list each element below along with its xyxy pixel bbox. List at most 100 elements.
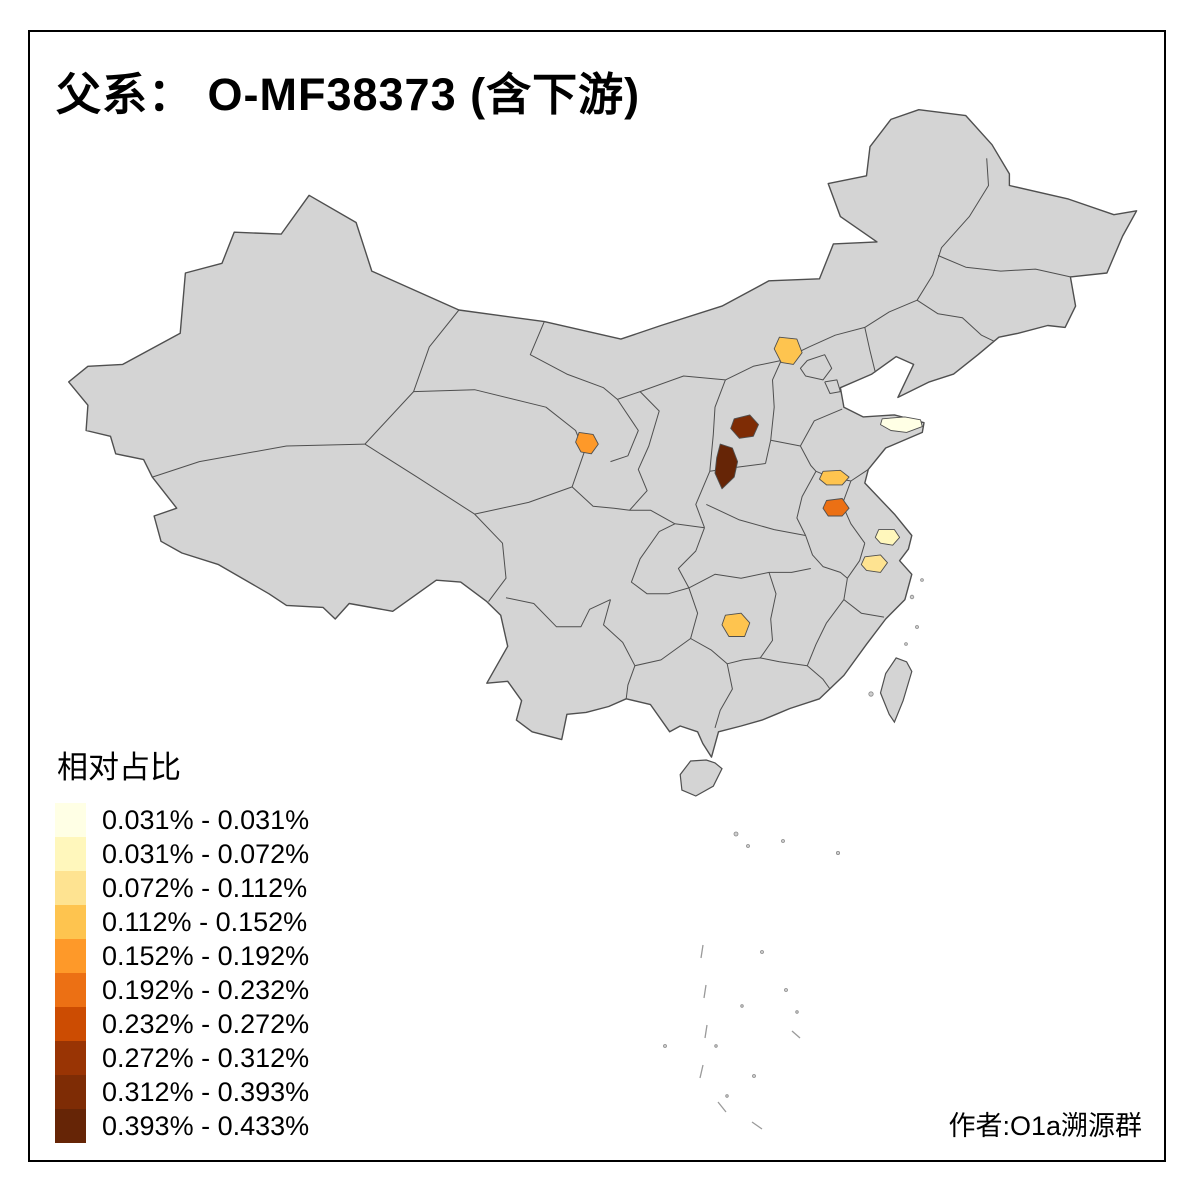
legend-item: 0.031% - 0.031% — [55, 803, 309, 837]
legend-label: 0.272% - 0.312% — [102, 1042, 310, 1073]
island-mark — [909, 594, 915, 600]
legend-label: 0.152% - 0.192% — [102, 940, 310, 971]
legend-item: 0.192% - 0.232% — [55, 973, 309, 1007]
legend-label: 0.031% - 0.072% — [102, 838, 310, 869]
legend-swatch — [55, 837, 86, 871]
legend-item: 0.272% - 0.312% — [55, 1041, 309, 1075]
island-mark — [752, 1074, 756, 1078]
region-south-jiangsu — [874, 529, 901, 546]
province-border — [765, 360, 782, 464]
province-border — [864, 327, 876, 373]
island-dash — [699, 1064, 704, 1079]
province-border — [843, 599, 885, 618]
legend-rows: 0.031% - 0.031% 0.031% - 0.072% 0.072% - 0… — [55, 803, 309, 1143]
island-mark — [904, 642, 908, 646]
island-mark — [725, 1094, 729, 1098]
legend-title: 相对占比 — [57, 750, 181, 785]
legend-swatch — [55, 1007, 86, 1041]
island-mark — [784, 988, 788, 992]
legend-swatch — [55, 1075, 86, 1109]
legend-label: 0.112% - 0.152% — [102, 906, 308, 937]
province-border — [364, 309, 460, 445]
region-north-hebei — [773, 336, 803, 365]
island-mark — [795, 1010, 799, 1014]
legend-label: 0.192% - 0.232% — [102, 974, 310, 1005]
island-mark — [733, 831, 739, 837]
province-border — [695, 471, 711, 528]
province-border — [796, 471, 817, 536]
figure-title: 父系： O-MF38373 (含下游) — [56, 69, 641, 120]
province-border — [846, 543, 866, 579]
province-border — [824, 379, 841, 394]
province-border — [630, 523, 690, 595]
province-border — [916, 299, 994, 342]
province-border — [937, 255, 1071, 278]
province-border — [690, 638, 808, 667]
island-mark — [740, 1004, 744, 1008]
island-mark — [915, 625, 919, 629]
province-border — [634, 638, 691, 667]
province-border — [413, 389, 585, 488]
island-dash — [700, 944, 704, 959]
province-border — [152, 443, 365, 478]
province-border — [625, 665, 636, 699]
figure-border — [28, 30, 1166, 1162]
island-mark — [836, 851, 841, 856]
province-border — [806, 665, 831, 690]
legend-item: 0.152% - 0.192% — [55, 939, 309, 973]
province-border — [799, 354, 833, 381]
legend-swatch — [55, 1109, 86, 1143]
legend-label: 0.312% - 0.393% — [102, 1076, 310, 1107]
region-central-hunan — [721, 612, 751, 637]
legend-item: 0.393% - 0.433% — [55, 1109, 309, 1143]
author-credit: 作者:O1a溯源群 — [948, 1111, 1142, 1141]
province-border — [759, 572, 777, 659]
taiwan-island — [879, 657, 913, 724]
province-border — [688, 568, 811, 589]
island-mark — [663, 1044, 667, 1048]
legend-item: 0.031% - 0.072% — [55, 837, 309, 871]
province-border — [474, 486, 573, 515]
legend-label: 0.232% - 0.272% — [102, 1008, 310, 1039]
island-mark — [920, 578, 924, 582]
province-border — [364, 443, 475, 515]
region-north-zhejiang — [860, 554, 888, 573]
island-dash — [717, 1101, 727, 1113]
legend-item: 0.312% - 0.393% — [55, 1075, 309, 1109]
legend-swatch — [55, 905, 86, 939]
region-central-gansu — [575, 431, 599, 455]
province-border — [805, 535, 848, 579]
legend-swatch — [55, 973, 86, 1007]
legend-swatch — [55, 1041, 86, 1075]
province-border — [799, 445, 817, 472]
region-north-anhui — [822, 498, 850, 517]
island-mark — [714, 1044, 718, 1048]
region-central-shanxi — [730, 414, 759, 439]
region-northwest-jiangsu — [819, 469, 850, 486]
province-border — [603, 599, 636, 666]
island-mark — [746, 844, 750, 848]
legend: 相对占比 0.031% - 0.031% 0.031% - 0.072% 0.072… — [55, 742, 309, 1143]
legend-label: 0.072% - 0.112% — [102, 872, 308, 903]
province-border — [474, 513, 507, 602]
hainan-island — [679, 759, 723, 797]
province-border — [843, 578, 848, 600]
island-dash — [703, 984, 707, 999]
island-mark — [760, 950, 764, 954]
province-border — [714, 663, 733, 729]
province-border — [806, 599, 845, 666]
province-border — [677, 527, 705, 589]
legend-item: 0.112% - 0.152% — [55, 905, 309, 939]
province-border — [610, 399, 639, 463]
island-mark — [781, 839, 785, 843]
legend-item: 0.232% - 0.272% — [55, 1007, 309, 1041]
legend-label: 0.031% - 0.031% — [102, 804, 310, 835]
province-border — [709, 379, 726, 472]
island-dash — [704, 1024, 708, 1039]
legend-label: 0.393% - 0.433% — [102, 1110, 310, 1141]
province-border — [770, 439, 801, 447]
island-dash — [751, 1121, 763, 1130]
island-mark — [868, 691, 874, 697]
legend-swatch — [55, 939, 86, 973]
